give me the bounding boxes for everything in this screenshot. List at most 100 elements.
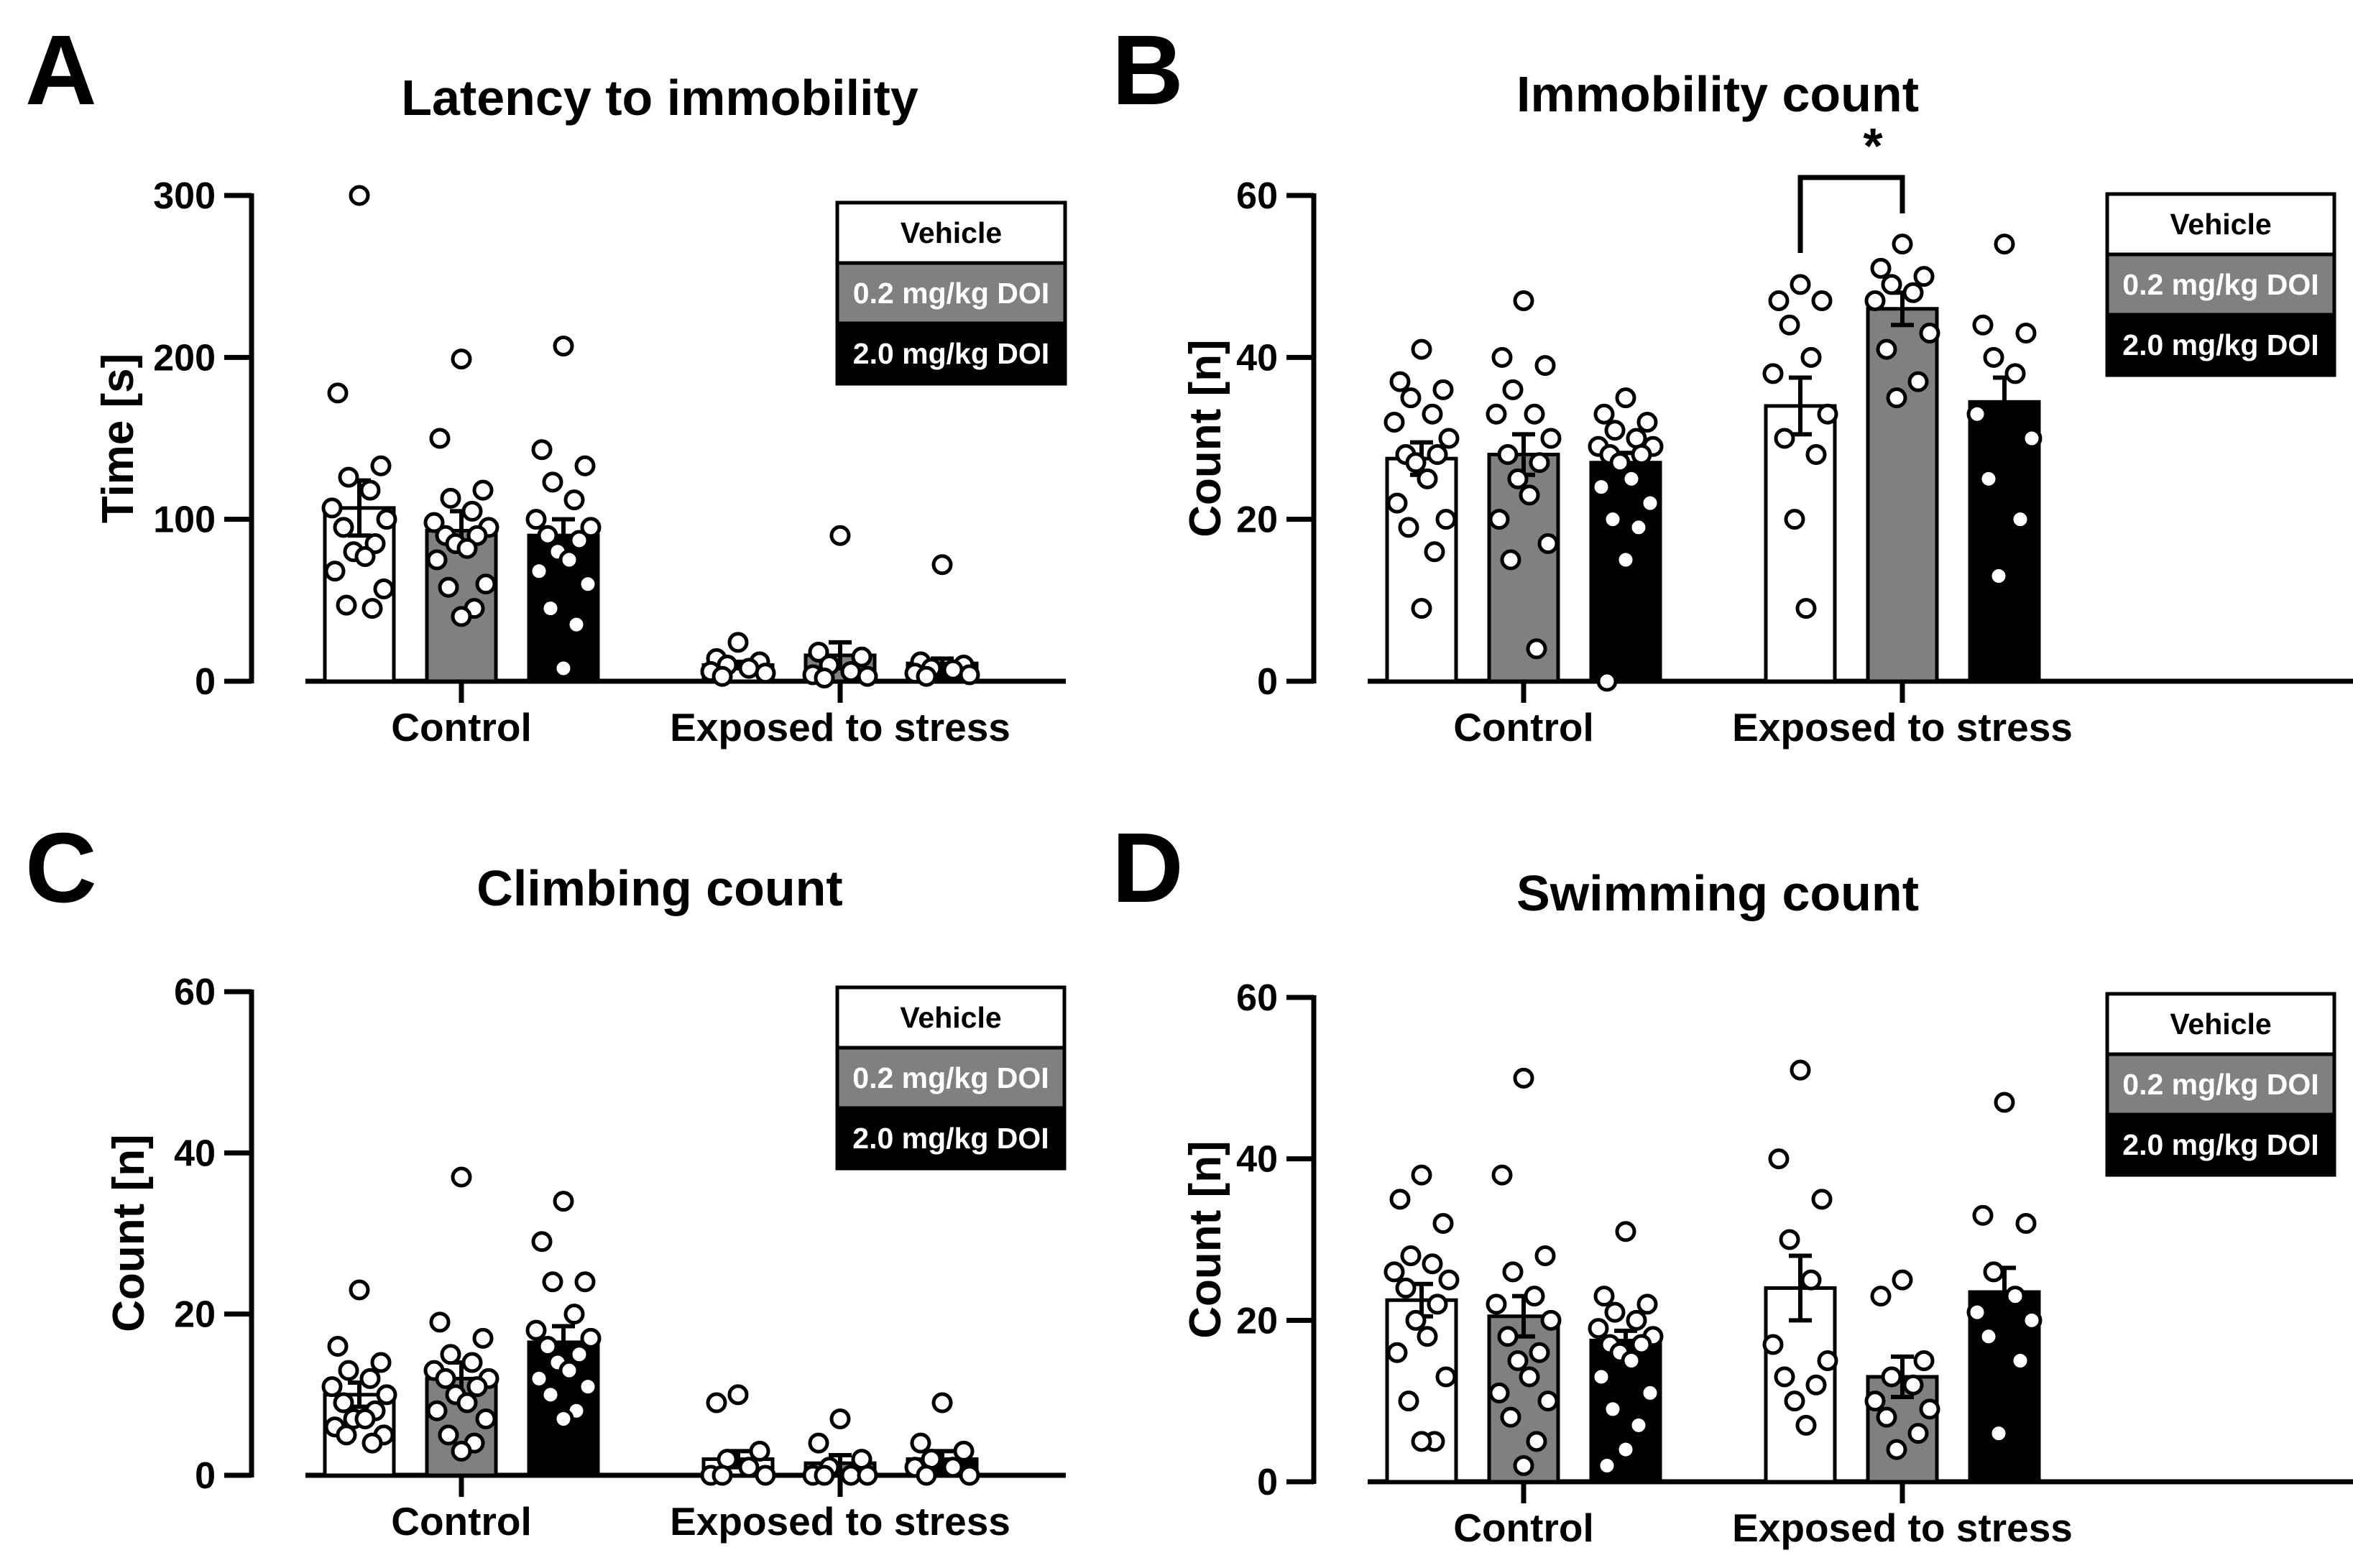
data-point <box>1497 444 1519 466</box>
legend-swatch <box>835 985 1067 1050</box>
data-point <box>1892 1269 1913 1291</box>
legend: Vehicle 0.2 mg/kg DOI 2.0 mg/kg DOI <box>2105 992 2336 1177</box>
data-point <box>1800 1269 1822 1291</box>
data-point <box>354 545 376 567</box>
data-point <box>563 489 585 511</box>
data-point <box>362 598 383 619</box>
data-point <box>1513 1455 1534 1477</box>
y-tick-label: 20 <box>1236 1300 1278 1342</box>
data-point <box>755 663 776 684</box>
data-point <box>1411 1164 1432 1186</box>
data-point <box>1972 1204 1994 1226</box>
data-point <box>829 1408 851 1429</box>
legend-swatch <box>835 1106 1067 1171</box>
data-point <box>574 455 596 476</box>
data-point <box>1628 1414 1649 1436</box>
data-point <box>1768 1148 1790 1170</box>
data-point <box>1811 290 1833 311</box>
data-point <box>336 594 357 616</box>
data-point <box>931 554 953 576</box>
data-point <box>376 509 397 530</box>
data-point <box>1902 282 1924 303</box>
data-point <box>1817 403 1838 425</box>
legend-entry: Vehicle <box>2170 1007 2271 1041</box>
data-point <box>727 632 749 653</box>
chart-title: Latency to immobility <box>401 70 918 126</box>
x-category-label: Exposed to stress <box>670 1499 1010 1544</box>
y-tick-label: 300 <box>153 175 216 217</box>
data-point <box>2004 363 2026 384</box>
data-point <box>438 1424 459 1446</box>
data-point <box>1639 492 1661 514</box>
data-point <box>1590 1366 1612 1388</box>
data-point <box>2021 1309 2043 1331</box>
data-point <box>2015 323 2037 344</box>
data-point <box>857 1465 878 1486</box>
data-point <box>1519 1366 1540 1388</box>
y-axis-label: Count [n] <box>1181 1140 1230 1338</box>
legend-entry: Vehicle <box>901 216 1002 249</box>
data-point <box>540 598 561 619</box>
data-point <box>558 549 580 571</box>
data-point <box>1966 403 1988 425</box>
data-point <box>574 1271 596 1293</box>
data-point <box>1774 428 1795 449</box>
data-point <box>1491 1164 1513 1186</box>
data-point <box>1762 1334 1784 1355</box>
data-point <box>1615 549 1636 571</box>
legend-swatch <box>835 261 1067 326</box>
data-point <box>2009 509 2031 530</box>
data-point <box>2015 1213 2037 1235</box>
panel-b: B Immobility count Count [n] 0 20 40 60 Control… <box>1112 15 2353 750</box>
data-point <box>1411 338 1432 360</box>
data-point <box>1507 1350 1529 1371</box>
data-point <box>1972 314 1994 336</box>
data-point <box>1639 1382 1661 1403</box>
data-point <box>1913 1350 1935 1371</box>
data-point <box>349 1279 370 1301</box>
data-point <box>1502 379 1524 400</box>
data-point <box>1422 1253 1443 1275</box>
data-point <box>1488 1382 1510 1403</box>
legend-swatch <box>2105 252 2336 317</box>
data-point <box>1621 1350 1642 1371</box>
legend-swatch <box>835 321 1067 386</box>
data-point <box>338 466 359 488</box>
significance-bracket <box>1797 175 1905 253</box>
data-point <box>1427 1293 1448 1315</box>
data-point <box>1784 509 1805 530</box>
data-point <box>1817 1350 1838 1371</box>
legend-swatch <box>2105 1112 2336 1177</box>
data-point <box>1411 1431 1432 1452</box>
data-point <box>1966 1301 1988 1323</box>
data-point <box>1626 1309 1647 1331</box>
data-point <box>423 512 445 533</box>
y-axis-label: Count [n] <box>1181 339 1230 537</box>
data-point <box>1779 314 1800 336</box>
data-point <box>808 1432 829 1454</box>
data-point <box>1602 1398 1624 1420</box>
data-point <box>531 1231 553 1253</box>
data-point <box>438 576 459 598</box>
data-point <box>857 665 878 687</box>
bar <box>1866 307 1939 683</box>
data-point <box>1383 1261 1405 1283</box>
data-point <box>563 1304 585 1325</box>
data-point <box>931 1392 953 1413</box>
data-point <box>2021 428 2043 449</box>
data-point <box>1609 452 1631 474</box>
data-point <box>1497 1326 1519 1347</box>
data-point <box>1604 1301 1626 1323</box>
panel-d: D Swimming count Count [n] 0 20 40 60 Control Ex… <box>1112 813 2353 1550</box>
data-point <box>1507 468 1529 489</box>
data-point <box>1395 1277 1417 1299</box>
data-point <box>370 455 392 476</box>
data-point <box>1621 468 1642 489</box>
data-point <box>1988 566 2009 587</box>
data-point <box>531 439 553 461</box>
data-point <box>1774 1366 1795 1388</box>
data-point <box>1540 428 1562 449</box>
data-point <box>1593 403 1615 425</box>
data-point <box>738 1457 760 1478</box>
data-point <box>577 1376 599 1398</box>
